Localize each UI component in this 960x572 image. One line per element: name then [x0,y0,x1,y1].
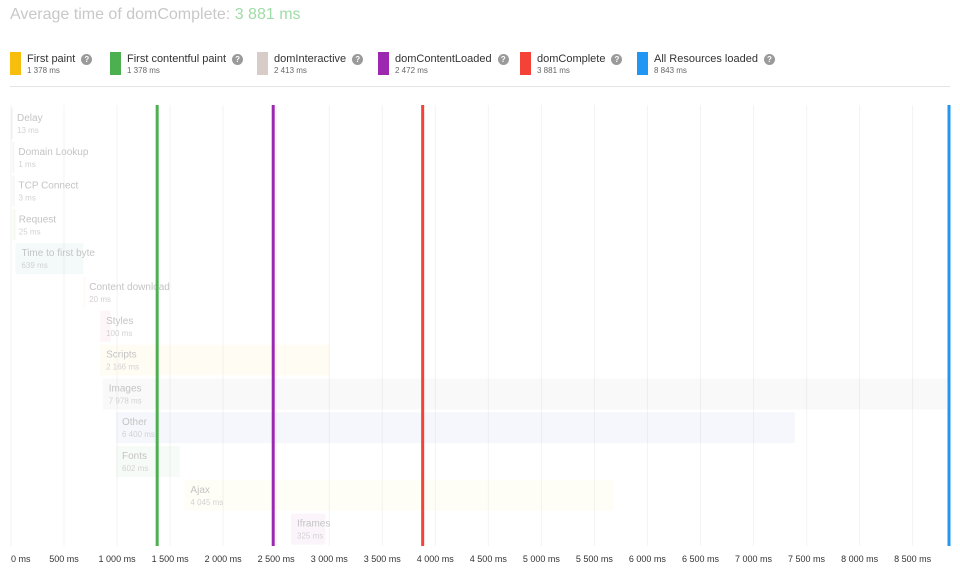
x-tick-label: 1 000 ms [99,554,137,564]
help-icon[interactable]: ? [81,54,93,65]
row-duration: 7 978 ms [109,396,142,405]
x-tick-label: 3 500 ms [364,554,402,564]
x-tick-label: 6 500 ms [682,554,720,564]
page-title: Average time of domComplete: 3 881 ms [10,6,301,24]
help-icon[interactable]: ? [232,54,244,65]
row-label: Ajax [190,485,209,496]
row-label: Domain Lookup [18,147,88,158]
legend-swatch [378,52,389,75]
legend-name: domComplete [537,53,606,65]
x-tick-label: 4 500 ms [470,554,508,564]
x-tick-label: 3 000 ms [311,554,349,564]
x-tick-label: 5 500 ms [576,554,614,564]
x-tick-label: 1 500 ms [152,554,190,564]
row-label: Images [109,383,142,394]
legend-value: 2 413 ms [274,66,307,75]
help-icon[interactable]: ? [497,54,509,65]
legend-value: 3 881 ms [537,66,570,75]
row-label: Time to first byte [21,248,95,259]
legend-name: domInteractive [274,53,347,65]
x-tick-label: 6 000 ms [629,554,667,564]
x-tick-label: 7 500 ms [788,554,826,564]
waterfall-bar [15,243,84,275]
waterfall-bar [12,175,15,207]
x-tick-label: 4 000 ms [417,554,455,564]
waterfall-bar [83,277,86,308]
legend-value: 2 472 ms [395,66,428,75]
legend-swatch [257,52,268,75]
x-tick-label: 0 ms [11,554,31,564]
row-label: Request [19,214,56,225]
legend: First paint? 1 378 ms First contentful p… [10,50,950,80]
row-duration: 639 ms [21,261,47,270]
x-tick-label: 8 000 ms [841,554,879,564]
x-tick-label: 500 ms [49,554,79,564]
legend-value: 8 843 ms [654,66,687,75]
x-tick-label: 8 500 ms [894,554,932,564]
title-prefix: Average time of domComplete: [10,6,235,23]
waterfall-bar [100,310,111,342]
row-label: Styles [106,316,133,327]
waterfall-bar [12,141,15,173]
legend-swatch [10,52,21,75]
legend-swatch [110,52,121,75]
row-duration: 20 ms [89,295,111,304]
title-value: 3 881 ms [234,6,301,23]
waterfall-bar [11,108,13,139]
legend-value: 1 378 ms [127,66,160,75]
waterfall-bar [116,412,795,444]
x-tick-label: 2 500 ms [258,554,296,564]
x-tick-label: 7 000 ms [735,554,773,564]
legend-divider [10,86,950,87]
legend-name: domContentLoaded [395,53,492,65]
legend-swatch [520,52,531,75]
row-duration: 325 ms [297,532,323,541]
row-duration: 4 045 ms [190,498,223,507]
legend-name: First paint [27,53,76,65]
row-label: Other [122,417,148,428]
row-label: Delay [17,113,43,124]
legend-name: First contentful paint [127,53,227,65]
row-duration: 13 ms [17,126,39,135]
waterfall-bar [12,209,16,241]
row-label: Fonts [122,451,147,462]
help-icon[interactable]: ? [763,54,775,65]
row-duration: 6 400 ms [122,430,155,439]
x-tick-label: 2 000 ms [205,554,243,564]
row-duration: 1 ms [18,160,35,169]
row-label: TCP Connect [18,181,78,192]
row-label: Iframes [297,519,330,530]
row-label: Content download [89,282,170,293]
x-tick-label: 5 000 ms [523,554,561,564]
row-duration: 602 ms [122,464,148,473]
waterfall-bar [291,513,326,545]
row-duration: 25 ms [19,227,41,236]
waterfall-bar [102,378,949,410]
legend-swatch [637,52,648,75]
waterfall-bar [100,344,330,376]
row-label: Scripts [106,350,137,361]
help-icon[interactable]: ? [352,54,364,65]
row-duration: 2 166 ms [106,363,139,372]
help-icon[interactable]: ? [611,54,623,65]
waterfall-bar [184,479,614,511]
waterfall-bar [116,446,180,477]
row-duration: 100 ms [106,329,132,338]
legend-name: All Resources loaded [654,53,758,65]
row-duration: 3 ms [18,194,35,203]
legend-value: 1 378 ms [27,66,60,75]
